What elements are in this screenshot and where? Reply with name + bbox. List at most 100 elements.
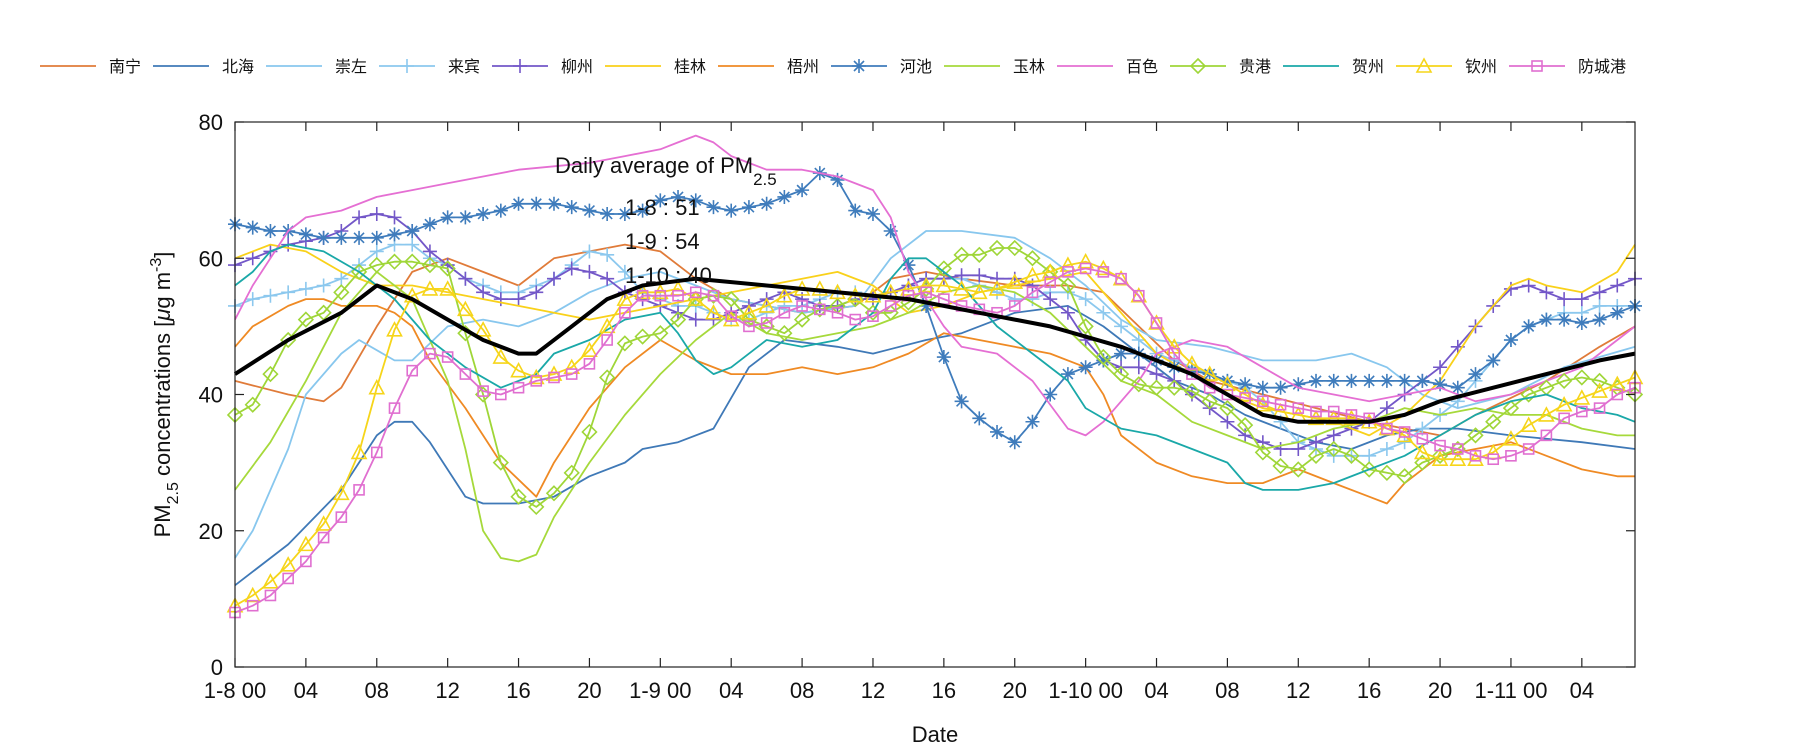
- data-point: [546, 196, 561, 211]
- series-line: [234, 243, 1636, 437]
- data-point: [334, 271, 349, 286]
- data-point: [617, 264, 632, 279]
- data-point: [422, 217, 437, 232]
- data-point: [583, 358, 596, 370]
- data-point: [1096, 305, 1111, 320]
- data-point: [935, 276, 953, 293]
- data-point: [1220, 414, 1235, 429]
- y-tick-label: 0: [211, 655, 223, 680]
- data-point: [511, 196, 526, 211]
- data-point: [1502, 430, 1520, 446]
- data-point: [527, 368, 545, 385]
- data-point: [530, 375, 543, 387]
- data-point: [743, 320, 755, 333]
- data-point: [262, 365, 279, 383]
- data-point: [369, 206, 384, 221]
- x-tick-label: 1-11 00: [1474, 678, 1547, 703]
- legend-label: 百色: [1126, 58, 1158, 76]
- data-point: [1043, 292, 1058, 307]
- data-point: [424, 347, 436, 360]
- data-point: [1503, 281, 1518, 296]
- data-point: [353, 484, 365, 496]
- data-point: [687, 290, 705, 306]
- data-point: [493, 292, 508, 307]
- data-point: [935, 260, 952, 277]
- data-point: [1148, 379, 1165, 396]
- data-point: [1255, 380, 1270, 395]
- legend-item: 防城港: [1509, 58, 1626, 76]
- data-point: [954, 394, 969, 409]
- data-point: [386, 253, 403, 270]
- data-point: [404, 253, 421, 270]
- data-point: [1414, 454, 1431, 471]
- data-point: [298, 227, 313, 242]
- data-point: [1396, 468, 1413, 485]
- data-point: [1521, 278, 1536, 293]
- data-point: [830, 172, 845, 187]
- data-point: [652, 325, 669, 342]
- legend-item: 北海: [153, 58, 254, 76]
- data-point: [332, 484, 350, 501]
- data-point: [1201, 393, 1218, 410]
- data-point: [1591, 382, 1608, 398]
- legend-item: 玉林: [944, 58, 1045, 76]
- data-point: [422, 244, 437, 259]
- data-point: [512, 381, 525, 394]
- series-8: [234, 271, 1635, 563]
- data-point: [867, 310, 879, 322]
- data-point: [388, 402, 401, 414]
- data-point: [617, 206, 632, 221]
- data-point: [1255, 435, 1270, 450]
- data-point: [405, 237, 420, 252]
- legend-label: 桂林: [674, 58, 706, 76]
- x-tick-label: 12: [1286, 678, 1310, 703]
- data-point: [1114, 346, 1129, 361]
- data-point: [1325, 409, 1343, 426]
- series-line: [234, 298, 1635, 505]
- data-point: [636, 289, 649, 302]
- data-point: [725, 310, 738, 322]
- data-point: [350, 443, 368, 460]
- data-point: [1130, 287, 1148, 303]
- y-tick-label: 80: [199, 110, 223, 135]
- series-line: [234, 267, 1636, 614]
- data-point: [495, 388, 507, 401]
- x-tick-label: 04: [1570, 678, 1594, 703]
- data-point: [953, 246, 970, 263]
- data-point: [988, 239, 1006, 257]
- data-point: [1469, 450, 1482, 462]
- data-point: [1131, 333, 1146, 347]
- data-point: [1449, 450, 1467, 467]
- data-point: [492, 454, 509, 471]
- annotation-title-subscript: 2.5: [753, 170, 777, 189]
- data-point: [564, 261, 579, 276]
- legend-label: 南宁: [109, 58, 141, 76]
- data-point: [459, 368, 472, 380]
- data-point: [368, 256, 385, 274]
- y-title-mu: μ: [150, 309, 175, 322]
- series-line: [234, 230, 1636, 559]
- legend-label: 贺州: [1352, 58, 1384, 76]
- data-point: [600, 271, 615, 286]
- legend-label: 来宾: [448, 58, 480, 76]
- data-point: [814, 303, 826, 316]
- data-point: [439, 280, 456, 296]
- data-point: [298, 281, 313, 296]
- x-tick-label: 04: [294, 678, 318, 703]
- series-6: [234, 298, 1635, 505]
- data-point: [1272, 457, 1289, 475]
- data-point: [671, 189, 686, 204]
- x-tick-label: 08: [790, 678, 814, 703]
- data-point: [1007, 292, 1022, 307]
- data-point: [970, 283, 988, 300]
- daily-average-annotation: Daily average of PM2.5 1-8 : 51 1-9 : 54…: [555, 153, 777, 288]
- data-point: [1397, 373, 1412, 388]
- data-point: [476, 285, 491, 300]
- data-point: [387, 227, 402, 242]
- data-point: [651, 283, 669, 300]
- data-point: [1431, 447, 1449, 464]
- data-point: [582, 264, 597, 279]
- data-point: [1131, 360, 1146, 375]
- data-point: [370, 446, 383, 459]
- data-point: [1044, 276, 1056, 288]
